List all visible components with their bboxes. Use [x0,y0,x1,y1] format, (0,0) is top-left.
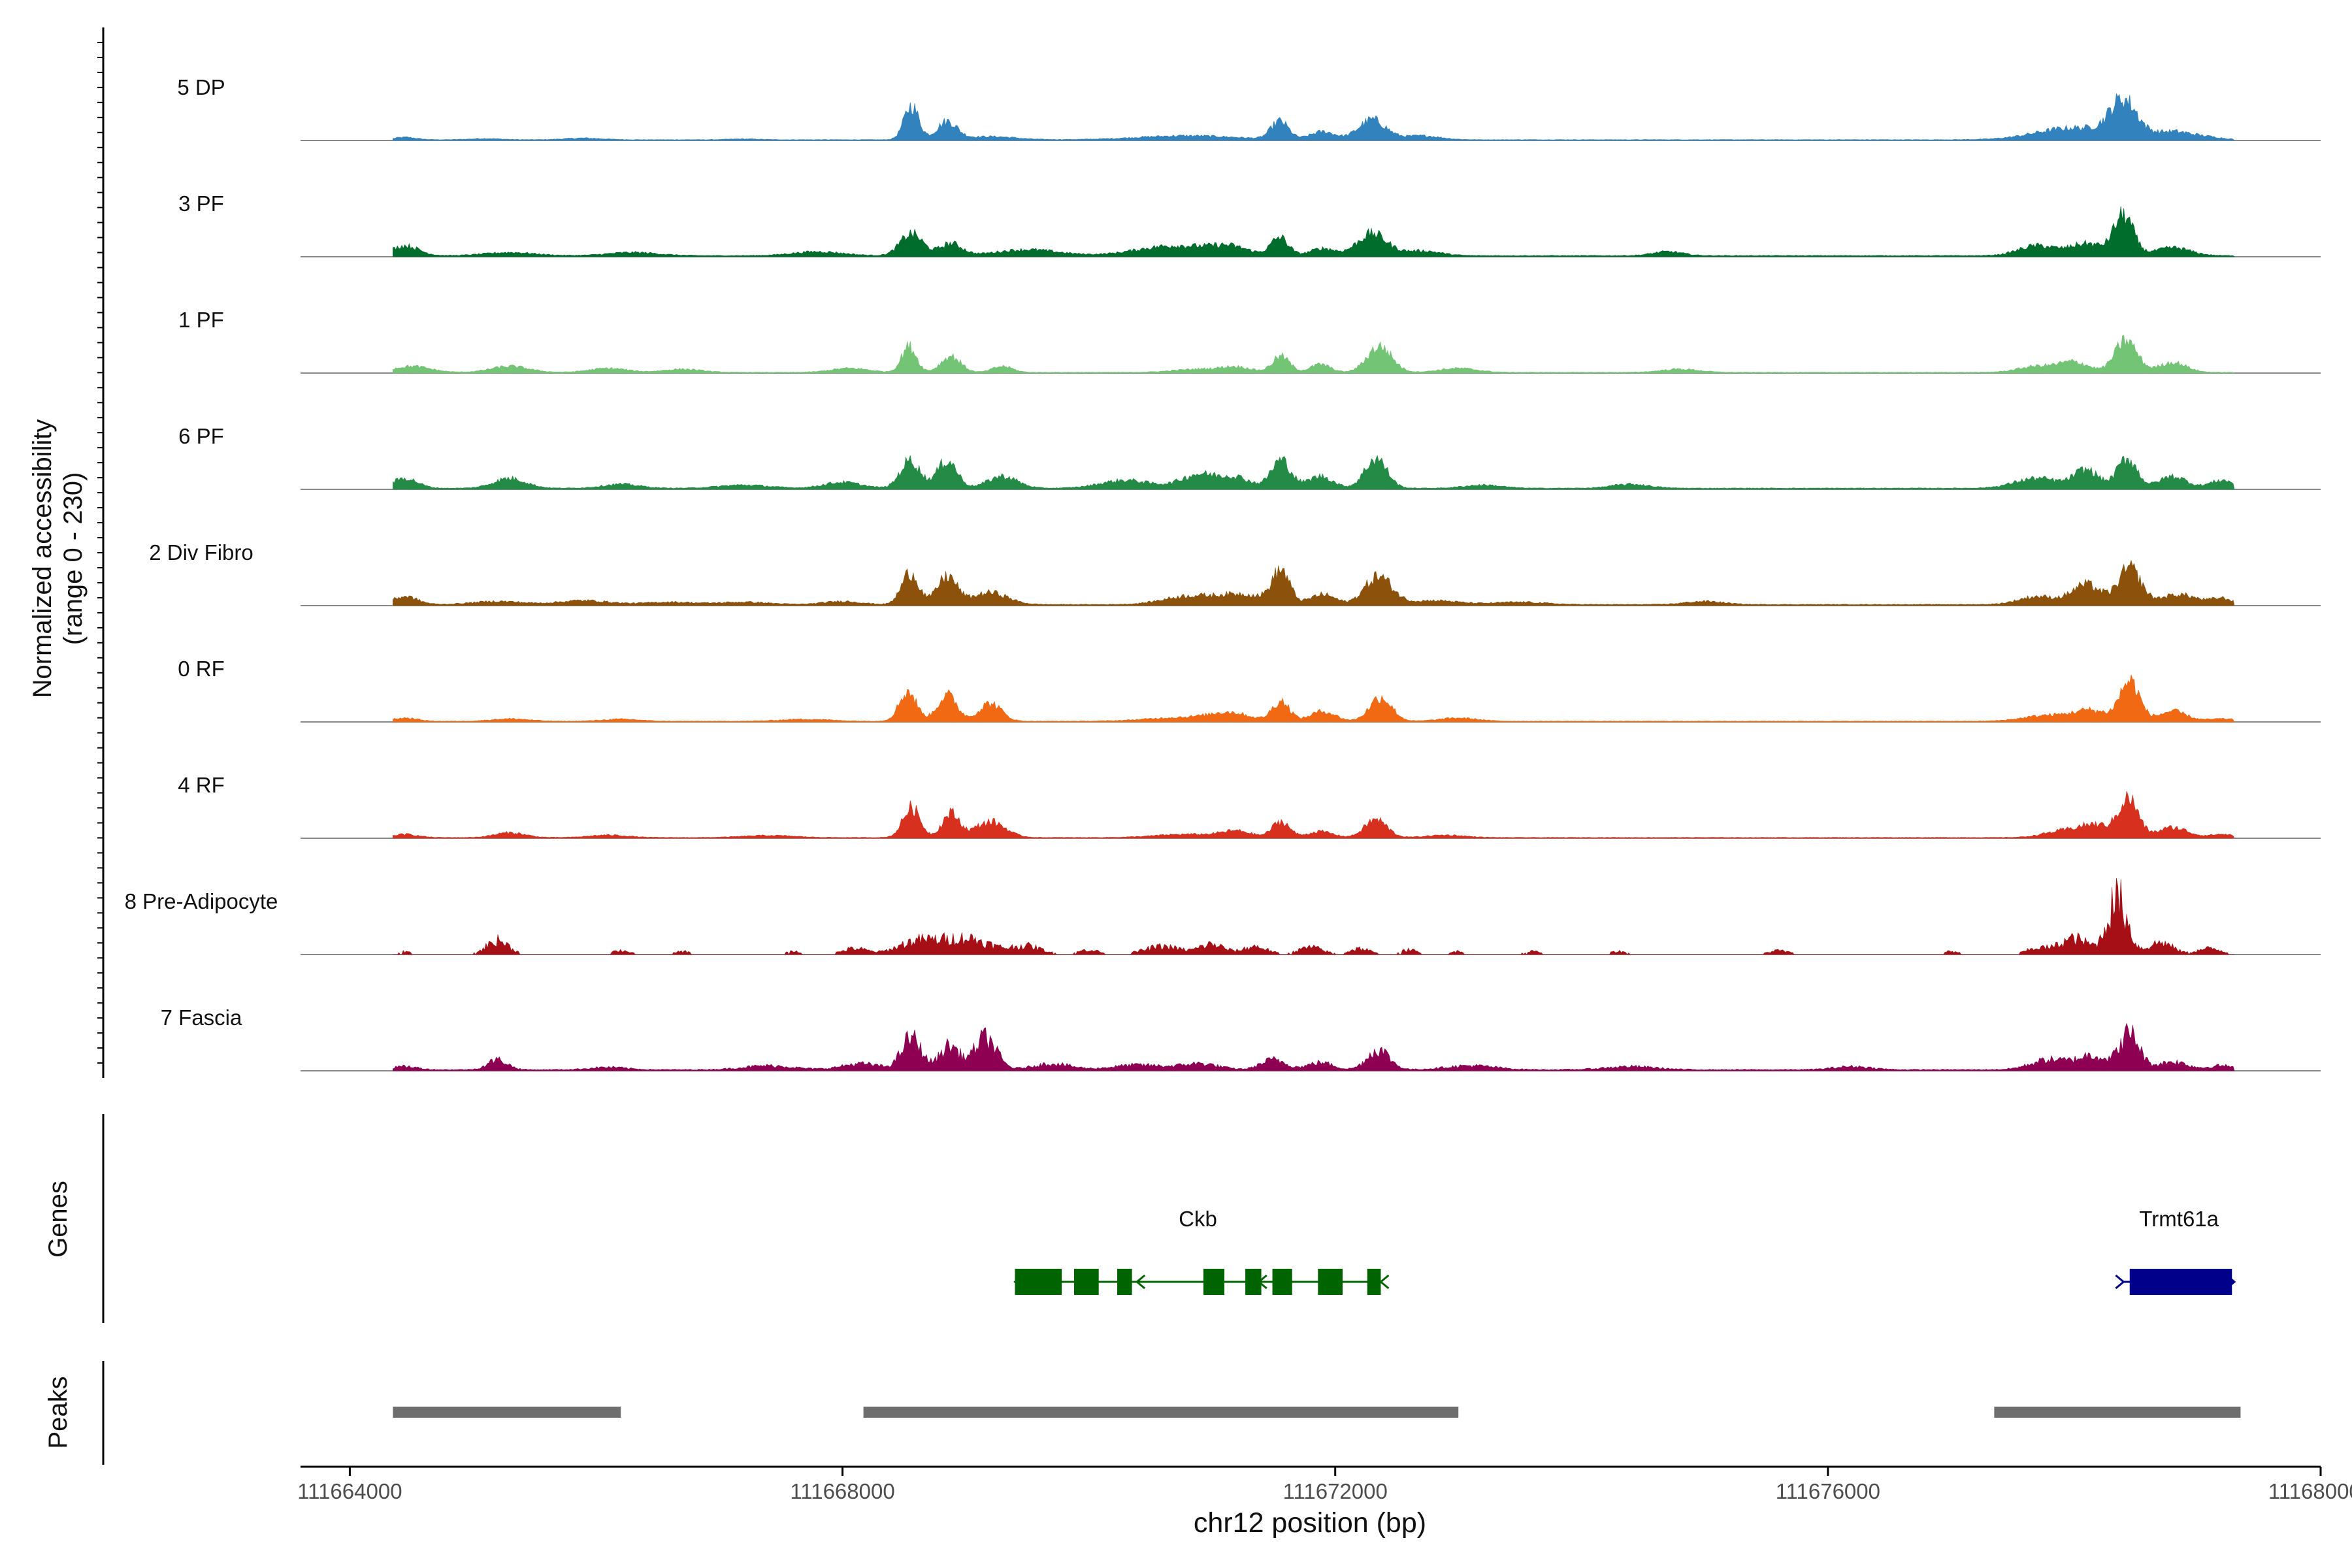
gene-name: Trmt61a [2139,1207,2219,1231]
track-7-fascia: 7 Fascia [161,1005,2321,1071]
y-axis-range: (range 0 - 230) [59,472,88,645]
exon [1318,1269,1343,1295]
x-tick-label: 111676000 [1776,1479,1880,1503]
track-label: 2 Div Fibro [149,540,253,564]
peaks-panel [102,1361,2241,1465]
coverage-tracks: 5 DP 3 PF 1 PF 6 PF 2 Div Fibro 0 RF 4 RF 8 Pre… [125,75,2321,1071]
track-0-rf: 0 RF [178,657,2321,723]
strand-arrow [2115,1274,2125,1290]
gene-trmt61a: Trmt61a [2115,1207,2236,1295]
x-tick-label: 111668000 [790,1479,894,1503]
strand-arrow [1135,1274,1146,1290]
gene-ckb: Ckb [1013,1207,1390,1295]
exon [1367,1269,1381,1295]
exon [2129,1269,2232,1295]
track-label: 3 PF [178,191,224,216]
peak-region [1994,1407,2241,1418]
y-axis-title: Normalized accessibility [28,419,57,698]
coverage-area-7-fascia [393,1022,2235,1071]
x-tick-label: 111664000 [297,1479,402,1503]
coverage-area-3-pf [393,206,2235,257]
coverage-area-2-div-fibro [393,559,2235,606]
track-8-pre-adipocyte: 8 Pre-Adipocyte [125,878,2321,955]
exon [1015,1269,1062,1295]
track-2-div-fibro: 2 Div Fibro [149,540,2321,606]
gene-name: Ckb [1179,1207,1217,1231]
exon [1203,1269,1225,1295]
peak-region [393,1407,621,1418]
coverage-y-axis [97,27,105,1078]
track-6-pf: 6 PF [178,424,2321,490]
track-label: 4 RF [178,773,225,797]
exon [1272,1269,1292,1295]
exon [1074,1269,1099,1295]
track-label: 8 Pre-Adipocyte [125,889,278,913]
coverage-area-6-pf [393,455,2235,490]
coverage-area-8-pre-adipocyte [393,878,2234,955]
track-label: 5 DP [177,75,225,99]
exon [1245,1269,1262,1295]
track-label: 6 PF [178,424,224,448]
exon [1117,1269,1132,1295]
genes-panel: Ckb Trmt61a [102,1114,2236,1323]
coverage-area-0-rf [393,674,2235,723]
peak-region [863,1407,1459,1418]
track-label: 0 RF [178,657,225,681]
coverage-area-1-pf [393,335,2235,374]
coverage-area-5-dp [393,93,2235,141]
track-3-pf: 3 PF [178,191,2321,257]
track-label: 7 Fascia [161,1005,242,1030]
genes-panel-label: Genes [44,1181,73,1258]
track-label: 1 PF [178,308,224,332]
x-tick-label: 111680000 [2268,1479,2352,1503]
x-axis-title: chr12 position (bp) [1194,1507,1426,1539]
track-1-pf: 1 PF [178,308,2321,374]
track-5-dp: 5 DP [177,75,2321,141]
coverage-area-4-rf [393,791,2235,839]
x-axis: 111664000 111668000 111672000 111676000 1116… [297,1465,2352,1503]
peaks-panel-label: Peaks [44,1376,73,1448]
x-tick-label: 111672000 [1283,1479,1388,1503]
track-4-rf: 4 RF [178,773,2321,839]
